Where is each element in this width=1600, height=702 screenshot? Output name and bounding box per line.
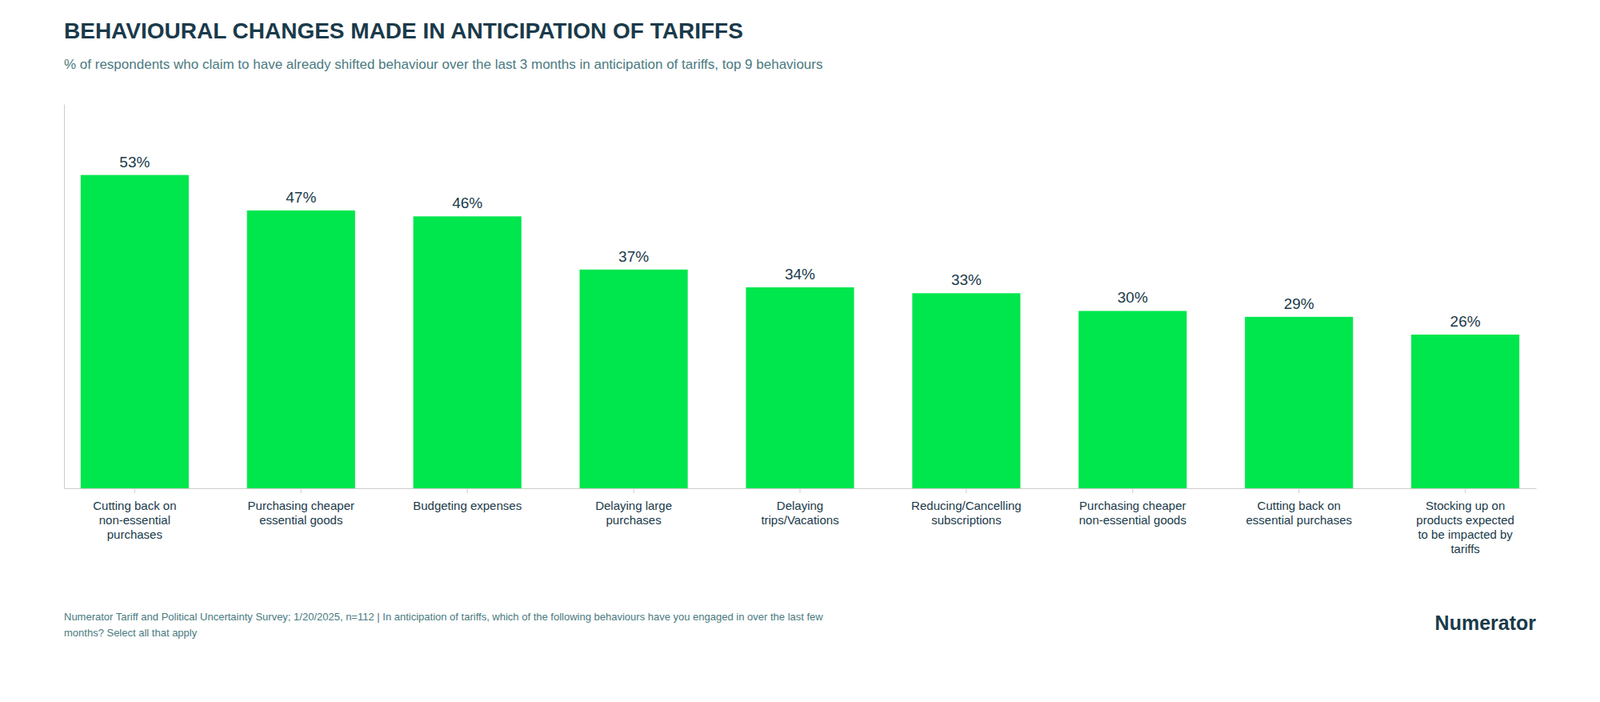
bar <box>247 210 356 488</box>
x-tick-label: Budgeting expenses <box>412 498 522 512</box>
title: BEHAVIOURAL CHANGES MADE IN ANTICIPATION… <box>64 18 744 44</box>
x-tick-label-line: Cutting back on <box>1257 498 1341 512</box>
y-axis-line <box>64 104 65 489</box>
x-tick: Cutting back onnon-essentialpurchases <box>92 488 176 541</box>
x-tick-label-line: purchases <box>107 527 163 541</box>
x-tick-label-line: Budgeting expenses <box>412 498 522 512</box>
x-tick-label-line: non-essential goods <box>1079 512 1187 527</box>
x-axis: Cutting back onnon-essentialpurchasesPur… <box>64 488 1537 556</box>
x-tick-mark <box>1132 488 1133 493</box>
x-tick-label: Cutting back onnon-essentialpurchases <box>92 498 176 541</box>
data-label: 46% <box>452 194 483 212</box>
x-tick-mark <box>800 488 801 493</box>
data-label: 26% <box>1450 312 1481 330</box>
bar <box>413 216 522 488</box>
x-tick-label-line: non-essential <box>99 512 171 527</box>
x-tick-label-line: tariffs <box>1450 541 1480 556</box>
data-label: 30% <box>1117 288 1148 306</box>
x-tick: Reducing/Cancellingsubscriptions <box>911 488 1022 527</box>
x-tick-mark <box>134 488 136 493</box>
x-tick: Purchasing cheaperessential goods <box>248 488 355 527</box>
x-tick-label-line: products expected <box>1416 512 1515 527</box>
x-tick-mark <box>965 488 967 493</box>
bar <box>580 269 688 488</box>
bar <box>1078 310 1187 488</box>
x-tick-label-line: Reducing/Cancelling <box>911 498 1022 512</box>
x-tick-mark <box>300 488 302 493</box>
x-tick-label: Purchasing cheapernon-essential goods <box>1079 498 1187 527</box>
x-tick-mark <box>1464 488 1466 493</box>
x-tick-label-line: subscriptions <box>931 512 1002 527</box>
y-axis <box>64 104 65 489</box>
bar <box>1244 316 1353 488</box>
data-label: 33% <box>951 271 982 288</box>
x-tick-label: Reducing/Cancellingsubscriptions <box>911 498 1022 527</box>
x-tick-label: Stocking up onproducts expectedto be imp… <box>1416 498 1515 556</box>
x-tick-label-line: to be impacted by <box>1417 527 1513 541</box>
x-tick-mark <box>633 488 635 493</box>
data-label: 34% <box>784 265 816 283</box>
x-tick-label: Purchasing cheaperessential goods <box>248 498 355 527</box>
x-tick-label: Cutting back onessential purchases <box>1245 498 1352 527</box>
x-tick-label-line: Stocking up on <box>1425 498 1505 512</box>
x-tick: Stocking up onproducts expectedto be imp… <box>1416 488 1515 556</box>
x-tick: Budgeting expenses <box>412 488 522 512</box>
x-tick-label-line: essential goods <box>259 512 343 527</box>
x-tick-mark <box>1298 488 1300 493</box>
data-label: 47% <box>285 188 316 206</box>
footnote: Numerator Tariff and Political Uncertain… <box>64 610 824 623</box>
data-label: 37% <box>618 248 649 265</box>
x-tick: Delayingtrips/Vacations <box>760 488 839 527</box>
subtitle: % of respondents who claim to have alrea… <box>64 56 823 72</box>
x-tick-label-line: Purchasing cheaper <box>1079 498 1186 512</box>
x-tick-label-line: Delaying large <box>595 498 672 512</box>
x-tick-mark <box>467 488 468 493</box>
x-tick-label: Delayingtrips/Vacations <box>760 498 839 527</box>
bar <box>912 292 1020 488</box>
bar <box>80 175 189 488</box>
x-tick: Purchasing cheapernon-essential goods <box>1079 488 1187 527</box>
annotation: Numerator <box>1435 611 1537 634</box>
x-tick-label-line: Purchasing cheaper <box>248 498 355 512</box>
bars <box>80 175 1520 488</box>
plot: 53% 47% 46% 37% 34% 33% 30% 29% 26% Cutting back … <box>64 104 1537 556</box>
bar <box>745 287 854 488</box>
data-labels: 53% 47% 46% 37% 34% 33% 30% 29% 26% <box>119 153 1480 330</box>
x-tick-label-line: purchases <box>605 512 661 527</box>
x-tick-label-line: Delaying <box>776 498 824 512</box>
x-tick-label-line: essential purchases <box>1245 512 1352 527</box>
bar <box>1411 334 1520 488</box>
x-tick-label: Delaying largepurchases <box>595 498 672 527</box>
x-tick-label-line: Cutting back on <box>92 498 176 512</box>
x-tick: Cutting back onessential purchases <box>1245 488 1352 527</box>
x-tick: Delaying largepurchases <box>595 488 672 527</box>
data-label: 53% <box>119 153 150 171</box>
chart: BEHAVIOURAL CHANGES MADE IN ANTICIPATION… <box>0 0 1600 702</box>
x-tick-label-line: trips/Vacations <box>760 512 839 527</box>
footnote: months? Select all that apply <box>64 626 198 639</box>
data-label: 29% <box>1284 295 1315 312</box>
